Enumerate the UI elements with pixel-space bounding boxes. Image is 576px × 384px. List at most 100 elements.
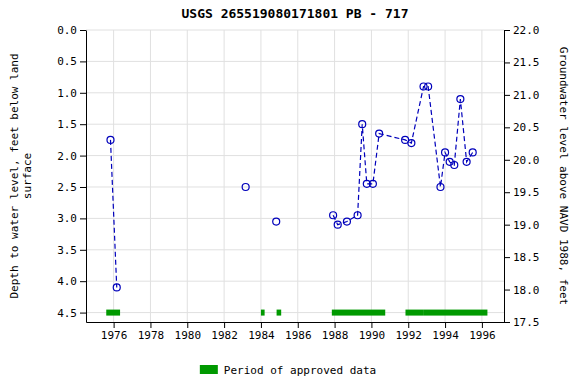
x-axis-tick: 1986	[285, 322, 312, 342]
y-axis-tick-label: 0.0	[57, 24, 77, 37]
y-axis-tick-mark	[80, 124, 86, 125]
x-axis-tick-label: 1982	[211, 329, 238, 342]
y2-axis-tick-mark	[504, 30, 510, 31]
x-axis-tick-mark	[408, 322, 409, 328]
x-axis-tick: 1978	[138, 322, 165, 342]
y-axis-tick: 2.0	[57, 150, 86, 163]
x-axis-tick-mark	[371, 322, 372, 328]
y-axis: 0.0 0.5 1.0 1.5 2.0 2.5 3.0 3.5 4.0 4.5	[57, 24, 86, 322]
x-axis-tick-mark	[224, 322, 225, 328]
y-axis-tick-mark	[80, 30, 86, 31]
series-marker	[376, 130, 383, 137]
y-axis-title: Depth to water level, feet below landsur…	[8, 53, 34, 298]
chart: 1976197819801982198419861988199019921994…	[0, 0, 576, 384]
x-axis-tick-label: 1980	[175, 329, 202, 342]
grid-line-x	[224, 30, 225, 322]
x-axis-tick-mark	[445, 322, 446, 328]
y-axis-tick-label: 0.5	[57, 55, 77, 68]
x-axis-tick: 1992	[395, 322, 422, 342]
y2-axis-tick-label: 21.0	[513, 89, 540, 102]
y2-axis-tick: 21.0	[504, 89, 540, 102]
grid-line-y	[86, 92, 504, 93]
y-axis-tick: 0.5	[57, 55, 86, 68]
x-axis-tick-label: 1994	[432, 329, 459, 342]
x-axis-tick: 1996	[469, 322, 496, 342]
y2-axis-tick-label: 22.0	[513, 24, 540, 37]
y2-axis-tick: 18.0	[504, 284, 540, 297]
x-axis-tick-mark	[114, 322, 115, 328]
x-axis-tick-mark	[261, 322, 262, 328]
y-axis-tick-mark	[80, 218, 86, 219]
y2-axis-tick-label: 18.0	[513, 284, 540, 297]
y-axis-tick-label: 1.5	[57, 118, 77, 131]
grid-line-y	[86, 218, 504, 219]
series-marker	[330, 212, 337, 219]
y2-axis-tick-label: 20.5	[513, 121, 540, 134]
legend: Period of approved data	[200, 364, 376, 377]
series-marker	[369, 180, 376, 187]
x-axis-tick-mark	[335, 322, 336, 328]
series-marker	[343, 218, 350, 225]
y-axis-tick-mark	[80, 187, 86, 188]
y-axis-tick: 4.0	[57, 275, 86, 288]
x-axis-tick-label: 1976	[101, 329, 128, 342]
grid-line-x	[260, 30, 261, 322]
y-axis-tick-label: 2.5	[57, 181, 77, 194]
y-axis-tick: 4.5	[57, 307, 86, 320]
series-marker	[437, 183, 444, 190]
x-axis-tick-mark	[187, 322, 188, 328]
y-axis-tick: 1.5	[57, 118, 86, 131]
x-axis-tick: 1990	[359, 322, 386, 342]
y2-axis-tick-mark	[504, 95, 510, 96]
y-axis-tick-label: 1.0	[57, 87, 77, 100]
y2-axis-line	[504, 31, 505, 323]
series-marker	[242, 183, 249, 190]
y2-axis-tick-mark	[504, 290, 510, 291]
grid-line-x	[334, 30, 335, 322]
y-axis-tick-mark	[80, 93, 86, 94]
x-axis-tick-label: 1990	[359, 329, 386, 342]
title: USGS 265519080171801 PB - 717	[182, 6, 409, 21]
grid-line-x	[187, 30, 188, 322]
grid-line-x	[113, 30, 114, 322]
series-marker	[359, 121, 366, 128]
y-axis-tick: 3.5	[57, 244, 86, 257]
x-axis-tick-label: 1992	[395, 329, 422, 342]
y-axis-line	[86, 31, 87, 323]
x-axis-tick: 1984	[248, 322, 275, 342]
grid-line-x	[371, 30, 372, 322]
y2-axis-tick-label: 20.0	[513, 154, 540, 167]
y-axis-tick: 1.0	[57, 87, 86, 100]
series-marker	[408, 140, 415, 147]
grid-line-y	[86, 281, 504, 282]
y-axis-title-line: surface	[21, 153, 34, 199]
x-axis-tick-mark	[298, 322, 299, 328]
x-axis-tick: 1976	[101, 322, 128, 342]
period-bar	[106, 310, 120, 316]
grid-line-x	[445, 30, 446, 322]
x-axis-tick: 1980	[175, 322, 202, 342]
grid-line-x	[297, 30, 298, 322]
y-axis-tick-label: 3.0	[57, 212, 77, 225]
y2-axis-tick: 18.5	[504, 251, 540, 264]
x-axis-tick-mark	[482, 322, 483, 328]
x-axis-tick-label: 1986	[285, 329, 312, 342]
period-bar	[261, 310, 265, 316]
legend-label: Period of approved data	[224, 364, 376, 377]
y2-axis-tick: 19.5	[504, 186, 540, 199]
y2-axis: 17.518.018.519.019.520.020.521.021.522.0	[504, 24, 540, 329]
y2-axis-tick-mark	[504, 322, 510, 323]
period-bar	[424, 310, 488, 316]
y-axis-tick-mark	[80, 281, 86, 282]
y-axis-tick-label: 4.0	[57, 275, 77, 288]
series-marker	[463, 158, 470, 165]
grid	[86, 30, 504, 322]
y-axis-tick-mark	[80, 250, 86, 251]
y2-axis-tick-mark	[504, 160, 510, 161]
y2-axis-tick: 20.5	[504, 121, 540, 134]
series-marker	[469, 149, 476, 156]
series-marker	[425, 83, 432, 90]
period-bar	[277, 310, 282, 316]
y2-axis-tick-label: 18.5	[513, 251, 540, 264]
series-line	[333, 87, 473, 225]
